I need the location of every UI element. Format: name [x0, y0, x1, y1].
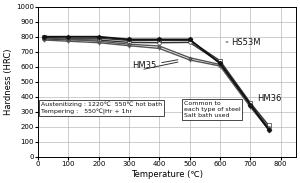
- Text: Austenitizing : 1220℃  550℃ hot bath
Tempering :   550℃|Hr + 1hr: Austenitizing : 1220℃ 550℃ hot bath Temp…: [41, 101, 162, 114]
- Text: HM36: HM36: [250, 94, 281, 106]
- Text: HM35: HM35: [132, 60, 178, 70]
- Text: HS53M: HS53M: [226, 38, 260, 47]
- Y-axis label: Hardness (HRC): Hardness (HRC): [4, 48, 13, 115]
- X-axis label: Temperature (℃): Temperature (℃): [131, 170, 203, 179]
- Text: Common to
each type of steel
Salt bath used: Common to each type of steel Salt bath u…: [184, 101, 240, 118]
